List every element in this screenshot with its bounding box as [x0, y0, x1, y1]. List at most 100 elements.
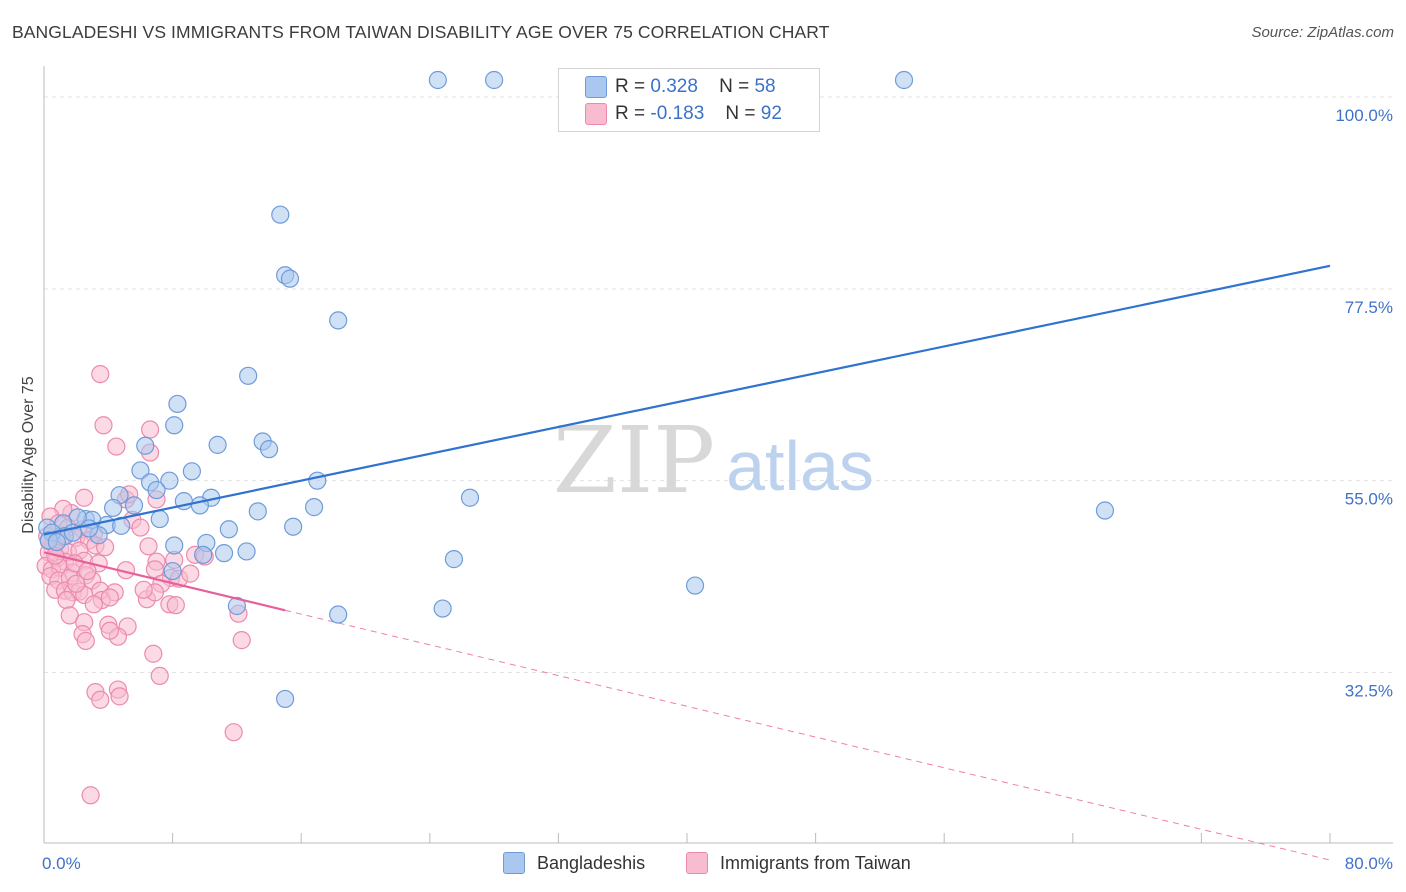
taiwan-point	[181, 564, 200, 583]
taiwan-point	[84, 595, 103, 614]
n-value: 92	[760, 103, 782, 124]
bangladeshi-point	[136, 436, 155, 455]
taiwan-point	[224, 723, 243, 742]
taiwan-point	[76, 631, 95, 651]
watermark-zip-text: ZIP	[553, 407, 715, 514]
bangladeshi-point	[165, 536, 184, 555]
y-tick-label: 55.0%	[1345, 490, 1393, 509]
bangladeshi-point	[131, 461, 150, 480]
blue-swatch	[503, 852, 525, 874]
n-value: 58	[754, 76, 776, 97]
pink-swatch	[585, 103, 607, 125]
bangladeshi-point	[214, 544, 234, 563]
taiwan-point	[232, 631, 251, 650]
bangladeshi-point	[239, 366, 258, 385]
taiwan-point	[140, 420, 160, 439]
n-label: N =	[725, 103, 756, 124]
bangladeshi-point	[182, 462, 201, 481]
watermark-atlas-text: atlas	[726, 427, 874, 505]
r-label: R =	[615, 103, 646, 124]
r-label: R =	[615, 76, 646, 97]
r-value: -0.183	[650, 103, 705, 124]
bangladeshi-point	[160, 471, 179, 490]
bangladeshi-point	[428, 70, 447, 90]
source-label: Source: ZipAtlas.com	[1251, 24, 1394, 41]
y-tick-label: 32.5%	[1345, 681, 1393, 700]
bangladeshi-point	[329, 311, 348, 330]
taiwan-point	[150, 666, 169, 686]
taiwan-point	[134, 580, 153, 599]
y-tick-label: 100.0%	[1335, 106, 1393, 125]
taiwan-point	[67, 574, 86, 593]
r-value: 0.328	[650, 76, 698, 97]
y-axis-label: Disability Age Over 75	[20, 376, 37, 534]
taiwan-trend-line	[43, 551, 286, 612]
bangladeshi-point	[147, 480, 166, 500]
bangladeshi-point	[150, 509, 169, 529]
taiwan-point	[166, 596, 185, 615]
bangladeshi-point	[124, 496, 144, 515]
bangladeshi-point	[163, 561, 182, 581]
bangladeshi-point	[304, 498, 324, 517]
bangladeshi-point	[329, 605, 348, 624]
pink-swatch	[686, 852, 708, 874]
taiwan-point	[107, 437, 126, 456]
y-tick-label: 77.5%	[1345, 298, 1393, 317]
bangladeshi-point	[276, 689, 295, 709]
bangladeshi-trend-line	[43, 264, 1331, 536]
bangladeshi-point	[104, 498, 123, 518]
legend-label: Immigrants from Taiwan	[720, 852, 911, 873]
n-label: N =	[719, 76, 750, 97]
x-tick-label: 80.0%	[1345, 854, 1393, 873]
bangladeshi-point	[1095, 501, 1115, 520]
taiwan-point	[100, 621, 120, 640]
bangladeshi-point	[47, 532, 66, 552]
bangladeshi-point	[271, 205, 290, 224]
taiwan-point	[139, 537, 158, 556]
taiwan-points	[36, 365, 251, 805]
taiwan-point	[91, 365, 110, 384]
bangladeshi-point	[685, 576, 705, 595]
taiwan-point	[100, 588, 120, 607]
bangladeshi-point	[79, 519, 99, 538]
taiwan-point	[131, 518, 150, 537]
taiwan-point	[110, 687, 129, 706]
bangladeshi-point	[433, 599, 452, 618]
taiwan-point	[94, 416, 113, 435]
bangladeshi-point	[248, 502, 267, 521]
grid-lines	[44, 96, 1393, 673]
legend-item-taiwan[interactable]: Immigrants from Taiwan	[686, 852, 911, 874]
legend-item-bangladeshis[interactable]: Bangladeshis	[503, 852, 645, 874]
bangladeshi-point	[208, 435, 227, 454]
bangladeshi-point	[237, 542, 256, 561]
trend-lines	[43, 264, 1331, 861]
bangladeshi-point	[165, 416, 184, 435]
taiwan-point	[75, 488, 94, 507]
series-legend: Bangladeshis Immigrants from Taiwan	[0, 852, 1406, 878]
bangladeshi-point	[190, 496, 210, 515]
legend-label: Bangladeshis	[537, 852, 646, 873]
taiwan-point	[57, 590, 76, 610]
chart-title: BANGLADESHI VS IMMIGRANTS FROM TAIWAN DI…	[12, 22, 830, 42]
taiwan-point	[144, 644, 163, 663]
taiwan-point	[91, 690, 110, 709]
bangladeshi-point	[259, 440, 279, 459]
bangladeshi-point	[894, 70, 914, 90]
bangladeshi-point	[280, 269, 300, 288]
bangladeshi-point	[168, 394, 187, 414]
bangladeshi-point	[485, 70, 504, 90]
watermark: ZIP atlas	[553, 407, 874, 514]
bangladeshi-point	[227, 596, 246, 616]
bangladeshi-point	[219, 520, 238, 539]
x-tick-label: 0.0%	[42, 854, 81, 873]
bangladeshi-point	[308, 471, 327, 490]
bangladeshi-point	[194, 545, 213, 564]
blue-swatch	[585, 76, 607, 98]
taiwan-trend-extension	[285, 609, 1331, 861]
bangladeshi-points	[38, 70, 1115, 709]
axes	[43, 66, 1393, 844]
taiwan-point	[81, 786, 100, 805]
bangladeshi-point	[284, 517, 303, 536]
bangladeshi-point	[460, 488, 480, 507]
